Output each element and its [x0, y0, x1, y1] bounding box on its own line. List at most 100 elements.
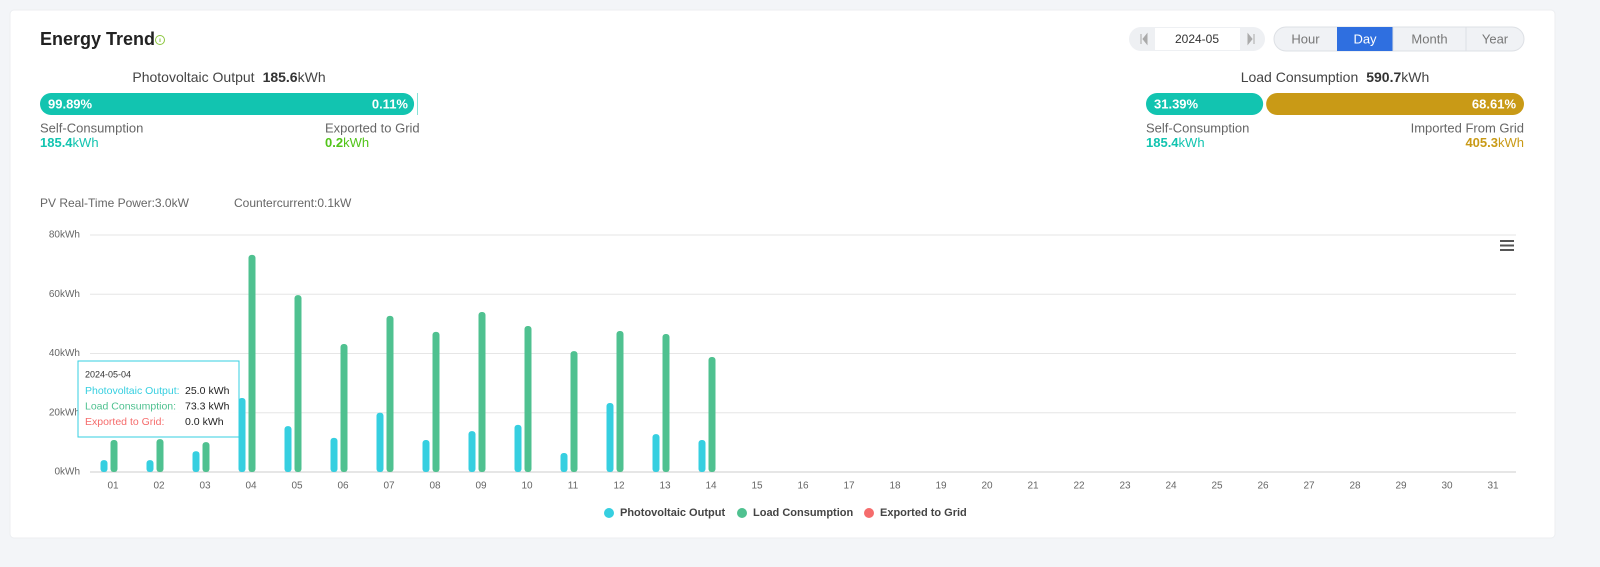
summary-percent: 68.61% [1472, 96, 1517, 111]
summary-bar-segment [417, 93, 418, 115]
legend-label[interactable]: Exported to Grid [880, 507, 967, 519]
legend-label[interactable]: Photovoltaic Output [620, 507, 725, 519]
x-tick-label: 18 [889, 481, 901, 492]
next-button[interactable] [1247, 32, 1255, 46]
tab[interactable]: Hour [1291, 31, 1320, 46]
info-icon[interactable] [155, 35, 165, 45]
legend-marker[interactable] [737, 508, 747, 518]
y-tick-label: 60kWh [49, 289, 80, 300]
bar [294, 295, 302, 472]
x-tick-label: 25 [1211, 481, 1223, 492]
text-run: 590.7 [1366, 69, 1401, 85]
text-run: kWh [298, 69, 326, 85]
y-tick-label: 40kWh [49, 348, 80, 359]
tooltip-value: 25.0 kWh [185, 385, 230, 397]
x-tick-label: 28 [1349, 481, 1361, 492]
x-tick-label: 26 [1257, 481, 1269, 492]
prev-button[interactable] [1140, 32, 1148, 46]
bar [146, 460, 154, 472]
legend-marker[interactable] [604, 508, 614, 518]
bar [386, 315, 394, 472]
summary-percent: 99.89% [48, 96, 93, 111]
y-tick-label: 80kWh [49, 230, 80, 241]
text-run: kWh [1401, 69, 1429, 85]
tooltip-value: 73.3 kWh [185, 400, 230, 412]
bar [202, 442, 210, 472]
legend-marker[interactable] [864, 508, 874, 518]
x-tick-label: 24 [1165, 481, 1177, 492]
summary-percent: 31.39% [1154, 96, 1199, 111]
bar [156, 439, 164, 472]
menu-line [1500, 249, 1514, 251]
tab-active [1337, 27, 1393, 51]
text-run: kWh [208, 385, 229, 397]
bar [340, 344, 348, 472]
realtime-stat: PV Real-Time Power:3.0kW [40, 196, 190, 210]
text-run: 185.6 [263, 69, 298, 85]
bar [514, 424, 522, 472]
bar [524, 325, 532, 472]
summary-item-label: Self-Consumption [1146, 120, 1249, 135]
summary-item-amount: 185.4kWh [1146, 135, 1205, 150]
summary-item-label: Self-Consumption [40, 120, 143, 135]
x-tick-label: 30 [1441, 481, 1453, 492]
x-tick-label: 06 [337, 481, 349, 492]
x-tick-label: 11 [568, 481, 579, 492]
bar [284, 426, 292, 472]
bar [468, 431, 476, 472]
tooltip-value: 0.0 kWh [185, 416, 224, 428]
x-tick-label: 07 [383, 481, 395, 492]
summary-item-amount: 0.2kWh [325, 135, 369, 150]
bar [662, 333, 670, 472]
summary-item-label: Imported From Grid [1411, 120, 1524, 135]
x-tick-label: 16 [797, 481, 809, 492]
x-tick-label: 19 [935, 481, 947, 492]
tooltip-name: Load Consumption: [85, 400, 176, 412]
legend-label[interactable]: Load Consumption [753, 507, 853, 519]
tooltip-name: Exported to Grid: [85, 416, 164, 428]
bar [192, 451, 200, 472]
bar [606, 402, 614, 472]
date-field[interactable] [1155, 28, 1240, 50]
tab-group [1273, 26, 1525, 52]
menu-line [1500, 240, 1514, 242]
bar [248, 254, 256, 472]
bar [100, 460, 108, 472]
x-tick-label: 14 [705, 481, 717, 492]
summary-bar-segment [1266, 93, 1524, 115]
x-tick-label: 13 [659, 481, 671, 492]
x-tick-label: 02 [153, 481, 165, 492]
bar [432, 331, 440, 472]
tab[interactable]: Day [1353, 31, 1377, 46]
tooltip-title: 2024-05-04 [85, 369, 131, 379]
date-value[interactable]: 2024-05 [1175, 32, 1219, 46]
text-run: kWh [343, 135, 369, 150]
summary-item-amount: 405.3kWh [1465, 135, 1524, 150]
tab[interactable]: Year [1482, 31, 1509, 46]
bar [330, 437, 338, 472]
x-tick-label: 17 [843, 481, 855, 492]
x-tick-label: 04 [245, 481, 257, 492]
text-run: 0.2 [325, 135, 343, 150]
bar [110, 440, 118, 472]
realtime-stat: Countercurrent:0.1kW [234, 196, 352, 210]
summary-bar-segment [1146, 93, 1264, 115]
x-tick-label: 05 [291, 481, 303, 492]
x-tick-label: 08 [429, 481, 441, 492]
x-tick-label: 31 [1487, 481, 1499, 492]
x-tick-label: 29 [1395, 481, 1407, 492]
y-tick-label: 0kWh [54, 467, 80, 478]
tooltip-name: Photovoltaic Output: [85, 385, 180, 397]
x-tick-label: 27 [1303, 481, 1315, 492]
text-run: kWh [203, 416, 224, 428]
menu-icon[interactable] [1500, 240, 1514, 251]
x-tick-label: 20 [981, 481, 993, 492]
tooltip [77, 360, 240, 438]
x-tick-label: 22 [1073, 481, 1085, 492]
tab[interactable]: Month [1411, 31, 1447, 46]
text-run: kWh [1498, 135, 1524, 150]
text-run: kWh [208, 400, 229, 412]
menu-line [1500, 244, 1514, 247]
